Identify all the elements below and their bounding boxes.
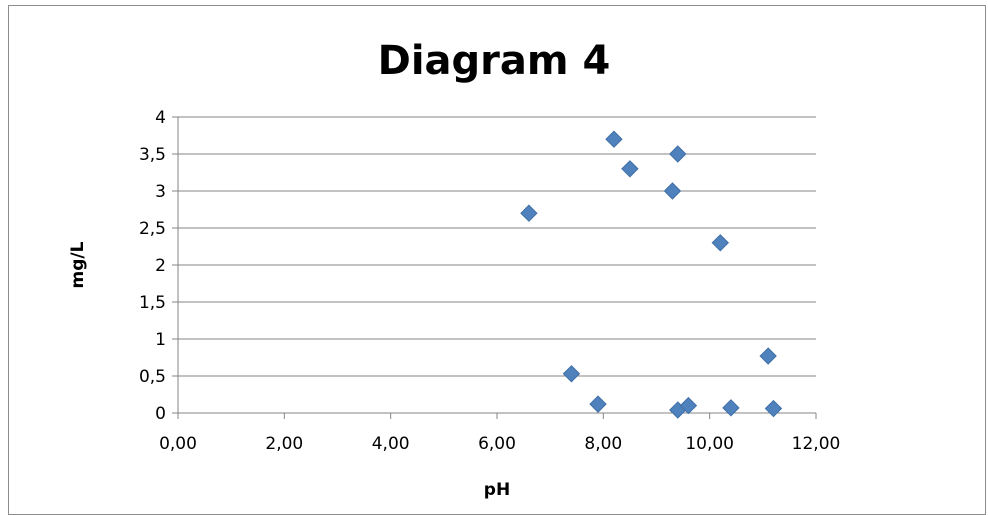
- data-point: [711, 234, 730, 252]
- data-point: [621, 160, 639, 178]
- chart-title: Diagram 4: [377, 38, 611, 84]
- y-tick-labels: 0 0,5 1 1,5 2 2,5 3 3,5 4: [139, 108, 166, 424]
- y-tick-label: 0: [155, 404, 166, 424]
- x-tick-label: 4,00: [372, 434, 410, 454]
- data-point: [759, 347, 777, 365]
- x-tick-label: 12,00: [792, 434, 841, 454]
- data-point: [679, 396, 698, 415]
- chart-frame: [8, 5, 986, 515]
- x-tick-label: 10,00: [685, 434, 734, 454]
- y-tick-label: 1: [155, 330, 166, 350]
- data-point: [764, 399, 783, 418]
- data-point: [605, 130, 623, 148]
- x-axis-label: pH: [484, 480, 510, 500]
- data-point: [669, 145, 687, 163]
- x-tick-label: 0,00: [159, 434, 197, 454]
- data-point: [663, 182, 682, 200]
- y-tick-label: 4: [155, 108, 166, 128]
- gridlines: [178, 116, 816, 377]
- data-point: [589, 395, 607, 413]
- axes: [172, 116, 817, 419]
- y-tick-label: 2,5: [139, 219, 166, 239]
- data-points: [520, 130, 783, 419]
- y-tick-label: 1,5: [139, 293, 166, 313]
- x-tick-labels: 0,00 2,00 4,00 6,00 8,00 10,00 12,00: [159, 434, 840, 454]
- data-point: [520, 204, 538, 222]
- y-tick-label: 0,5: [139, 367, 166, 387]
- y-axis-label: mg/L: [68, 241, 88, 288]
- y-tick-label: 2: [155, 256, 166, 276]
- data-point: [722, 399, 740, 417]
- data-point: [562, 365, 581, 383]
- x-tick-label: 8,00: [584, 434, 622, 454]
- y-tick-label: 3: [155, 182, 166, 202]
- y-tick-label: 3,5: [139, 145, 166, 165]
- x-tick-label: 6,00: [478, 434, 516, 454]
- x-tick-label: 2,00: [265, 434, 303, 454]
